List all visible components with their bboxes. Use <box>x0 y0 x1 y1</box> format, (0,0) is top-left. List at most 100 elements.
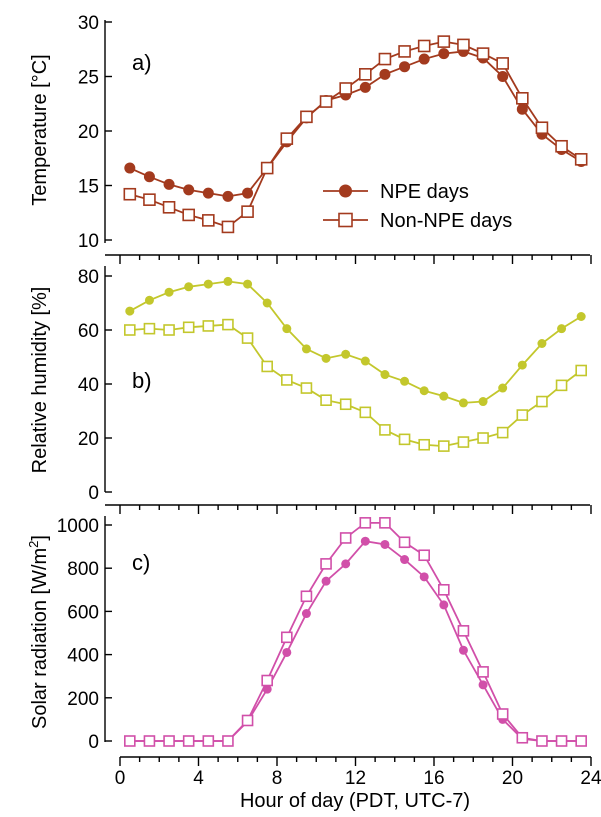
data-point-npe <box>143 171 155 183</box>
data-point-non-npe <box>555 139 568 153</box>
data-point-non-npe <box>202 320 215 332</box>
data-point-npe <box>282 647 292 657</box>
y-axis-label-b: Relative humidity [%] <box>29 287 51 474</box>
data-point-non-npe <box>281 374 293 386</box>
series-line-non-npe <box>129 521 582 742</box>
data-point-non-npe <box>163 324 175 336</box>
x-ticks-b <box>119 505 592 514</box>
data-point-npe <box>439 600 449 610</box>
data-point-non-npe <box>300 382 313 394</box>
x-tick-label: 8 <box>272 768 283 789</box>
data-point-npe <box>478 680 488 690</box>
data-point-non-npe <box>162 201 176 214</box>
panel-c-solar-radiation: 0 200 400 600 800 1000 0 4 8 12 16 20 24 Solar radi… <box>26 516 601 812</box>
y-axis-label-c-main: Solar radiation [W/m <box>29 548 51 729</box>
x-tick-label: 24 <box>580 768 601 789</box>
series-line-npe <box>129 280 582 404</box>
data-point-non-npe <box>457 436 470 448</box>
data-point-non-npe <box>398 45 411 58</box>
data-point-non-npe <box>339 532 352 544</box>
data-point-non-npe <box>476 47 490 60</box>
data-point-non-npe <box>320 394 332 407</box>
data-point-npe <box>341 349 351 359</box>
data-point-non-npe <box>241 332 254 344</box>
data-point-npe <box>341 559 351 569</box>
panel-label-b: b) <box>132 368 152 393</box>
data-point-npe <box>458 645 468 655</box>
data-point-non-npe <box>398 536 411 549</box>
legend-label-non-npe-days: Non-NPE days <box>380 210 512 232</box>
y-tick-label: 20 <box>78 429 99 450</box>
data-point-non-npe <box>222 735 234 747</box>
y-tick-label: 600 <box>67 602 99 623</box>
x-tick-label: 0 <box>115 768 126 789</box>
data-point-non-npe <box>516 409 529 421</box>
data-point-non-npe <box>437 35 451 48</box>
data-point-non-npe <box>182 208 195 222</box>
data-point-npe <box>301 344 311 354</box>
data-point-npe <box>419 386 429 396</box>
data-point-npe <box>439 391 449 401</box>
y-axis-label-c-close: ] <box>29 535 51 541</box>
x-ticks-c: 0 4 8 12 16 20 24 <box>115 757 601 789</box>
data-point-npe <box>163 178 175 190</box>
data-point-non-npe <box>496 426 509 439</box>
data-point-npe <box>144 295 154 305</box>
data-point-npe <box>516 103 528 115</box>
data-point-non-npe <box>124 324 136 336</box>
data-point-non-npe <box>319 95 333 108</box>
data-point-non-npe <box>143 735 156 747</box>
x-ticks-a <box>119 255 592 264</box>
y-tick-label: 0 <box>88 483 99 504</box>
data-point-npe <box>301 609 311 619</box>
data-point-npe <box>262 298 272 308</box>
data-point-non-npe <box>281 631 293 644</box>
data-point-npe <box>400 555 410 565</box>
y-tick-label: 60 <box>78 321 99 342</box>
data-point-npe <box>202 187 214 199</box>
data-point-non-npe <box>418 438 430 451</box>
data-point-npe <box>537 339 547 348</box>
data-point-non-npe <box>339 398 352 411</box>
data-point-non-npe <box>496 57 509 70</box>
panel-label-c: c) <box>132 550 150 575</box>
data-point-npe <box>203 279 213 289</box>
data-point-non-npe <box>143 193 156 206</box>
y-tick-label: 15 <box>78 177 99 198</box>
data-point-non-npe <box>359 517 372 529</box>
y-ticks-a: 10 15 20 25 30 <box>78 13 112 252</box>
data-point-npe <box>183 184 195 196</box>
data-point-non-npe <box>359 68 372 81</box>
y-tick-label: 80 <box>78 267 99 288</box>
data-point-npe <box>379 68 391 80</box>
y-tick-label: 0 <box>88 732 99 753</box>
data-point-non-npe <box>398 433 411 446</box>
data-point-non-npe <box>477 666 489 678</box>
data-point-npe <box>321 576 331 586</box>
data-point-non-npe <box>438 440 450 452</box>
data-point-non-npe <box>261 674 273 687</box>
data-point-non-npe <box>379 517 391 529</box>
data-point-npe <box>360 356 370 366</box>
data-point-npe <box>576 312 586 321</box>
data-point-npe <box>124 162 136 174</box>
data-point-npe <box>497 71 509 82</box>
y-tick-label: 25 <box>78 68 99 89</box>
data-point-non-npe <box>320 558 332 570</box>
data-point-npe <box>242 187 254 199</box>
data-point-npe <box>125 306 135 316</box>
data-point-npe <box>321 353 331 363</box>
y-tick-label: 30 <box>78 13 99 34</box>
panel-a-temperature: 10 15 20 25 30 Temperature [°C] a) NPE days … <box>29 13 592 264</box>
data-point-non-npe <box>477 432 489 444</box>
data-point-non-npe <box>222 318 234 331</box>
data-point-npe <box>478 397 488 407</box>
legend-marker-npe <box>339 184 352 198</box>
legend: NPE days Non-NPE days <box>323 181 512 232</box>
data-point-non-npe <box>241 714 254 727</box>
y-tick-label: 20 <box>78 122 99 143</box>
y-axis-label-a: Temperature [°C] <box>29 54 51 205</box>
data-point-non-npe <box>163 735 175 747</box>
y-tick-label: 10 <box>78 231 99 252</box>
